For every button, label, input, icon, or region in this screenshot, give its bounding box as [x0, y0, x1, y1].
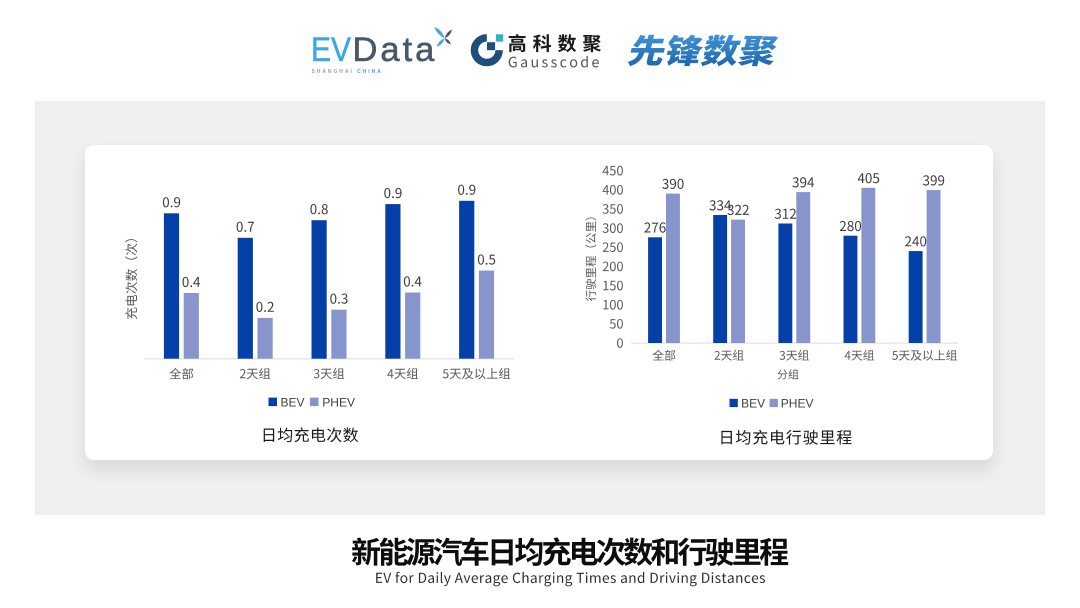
svg-text:EV: EV: [311, 30, 351, 68]
svg-text:PHEV: PHEV: [781, 397, 814, 411]
svg-text:SHANGHAI CHINA: SHANGHAI CHINA: [312, 69, 383, 75]
svg-text:Data: Data: [353, 31, 438, 69]
svg-text:BEV: BEV: [741, 397, 765, 411]
svg-text:PHEV: PHEV: [322, 396, 355, 410]
svg-text:BEV: BEV: [281, 396, 305, 410]
